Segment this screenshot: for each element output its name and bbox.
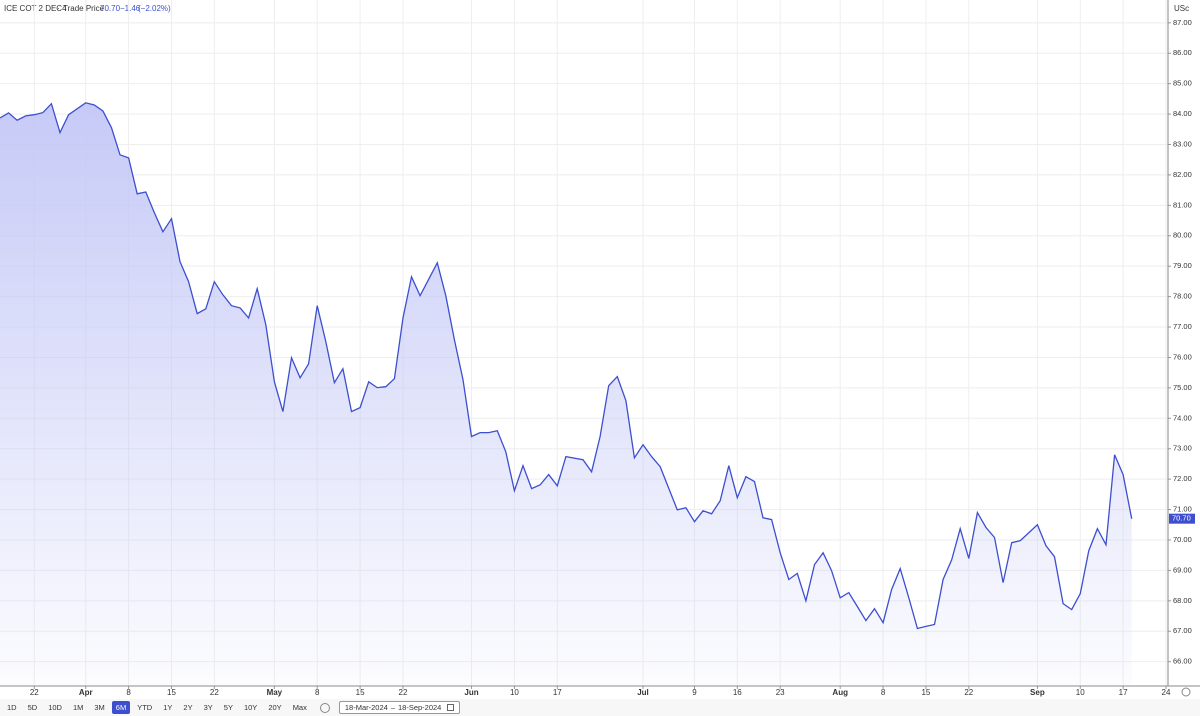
y-tick-label: 70.00: [1173, 535, 1192, 544]
x-tick-label: Aug: [832, 688, 848, 697]
x-tick-label: 22: [30, 688, 39, 697]
change: −1.46: [120, 4, 141, 13]
range-button[interactable]: 1Y: [163, 703, 173, 712]
y-tick-label: 87.00: [1173, 18, 1192, 27]
x-tick-label: 22: [964, 688, 973, 697]
y-tick-label: 74.00: [1173, 413, 1192, 422]
line: [0, 102, 1133, 630]
y-tick-label: 84.00: [1173, 109, 1192, 118]
y-tick-label: 66.00: [1173, 657, 1192, 666]
y-tick-label: 83.00: [1173, 139, 1192, 148]
x-tick-label: 8: [315, 688, 320, 697]
y-tick-label: 67.00: [1173, 626, 1192, 635]
range-button[interactable]: Max: [292, 703, 307, 712]
settings-icon[interactable]: [1181, 687, 1191, 697]
range-button[interactable]: 3Y: [203, 703, 213, 712]
y-tick-label: 80.00: [1173, 231, 1192, 240]
range-button[interactable]: 10D: [48, 703, 62, 712]
x-tick-label: 8: [881, 688, 886, 697]
calendar-icon[interactable]: [447, 704, 455, 711]
field: Trade Price: [63, 4, 105, 13]
x-tick-label: 22: [210, 688, 219, 697]
y-tick-label: 78.00: [1173, 292, 1192, 301]
range-button[interactable]: 5Y: [223, 703, 233, 712]
x-tick-label: 10: [1076, 688, 1085, 697]
x-tick-label: Jun: [464, 688, 478, 697]
y-tick-label: 69.00: [1173, 565, 1192, 574]
x-tick-label: 17: [1119, 688, 1128, 697]
x-tick-label: 15: [921, 688, 930, 697]
x-tick-label: 8: [126, 688, 131, 697]
range-button[interactable]: 1M: [72, 703, 84, 712]
x-tick-label: Apr: [79, 688, 93, 697]
price: 70.70: [100, 4, 121, 13]
x-tick-label: 22: [399, 688, 408, 697]
y-tick-label: 79.00: [1173, 261, 1192, 270]
unit: USc: [1174, 4, 1189, 13]
y-tick-label: 77.00: [1173, 322, 1192, 331]
x-tick-label: Sep: [1030, 688, 1045, 697]
y-tick-label: 75.00: [1173, 383, 1192, 392]
range-button[interactable]: 3M: [94, 703, 105, 712]
x-tick-label: 10: [510, 688, 519, 697]
x-tick-label: 16: [733, 688, 742, 697]
toolbar: 1D 5D 10D 1M 3M 6M YTD 1Y 2Y 3Y 5Y 10Y 20Y Max 18-Mar-…: [0, 699, 1200, 716]
y-tick-label: 71.00: [1173, 505, 1192, 514]
area: [0, 102, 1132, 687]
y-tick-label: 76.00: [1173, 352, 1192, 361]
range-button[interactable]: 20Y: [268, 703, 282, 712]
price-tag: 70.70: [1172, 514, 1191, 523]
x-tick-label: 17: [553, 688, 562, 697]
date-separator: –: [390, 703, 395, 712]
x-tick-label: 23: [776, 688, 785, 697]
x-tick-label: 9: [692, 688, 697, 697]
x-tick-label: 15: [167, 688, 176, 697]
date-to: 18-Sep-2024: [397, 703, 442, 712]
separator: ·: [57, 4, 60, 13]
range-button[interactable]: YTD: [137, 703, 153, 712]
date-from: 18-Mar-2024: [344, 703, 388, 712]
settings-button[interactable]: [319, 702, 330, 713]
range-button[interactable]: 2Y: [183, 703, 193, 712]
y-tick-label: 85.00: [1173, 79, 1192, 88]
range-button[interactable]: 6M: [111, 701, 131, 714]
date-range[interactable]: 18-Mar-2024–18-Sep-2024: [338, 701, 461, 714]
y-tick-label: 82.00: [1173, 170, 1192, 179]
y-tick-label: 72.00: [1173, 474, 1192, 483]
range-button[interactable]: 5D: [27, 703, 38, 712]
y-tick-label: 68.00: [1173, 596, 1192, 605]
chart: ICE COT 2 DEC4 · Trade Price 70.70 −1.46…: [0, 0, 1200, 697]
range-button[interactable]: 10Y: [243, 703, 258, 712]
price-tag-bg: [1169, 513, 1195, 524]
range-button[interactable]: 1D: [7, 703, 17, 712]
x-tick-label: 15: [356, 688, 365, 697]
instrument: ICE COT 2 DEC4: [4, 4, 67, 13]
x-tick-label: 24: [1162, 688, 1171, 697]
y-tick-label: 86.00: [1173, 48, 1192, 57]
y-tick-label: 81.00: [1173, 200, 1192, 209]
x-tick-label: May: [267, 688, 283, 697]
change-pct: (−2.02%): [138, 4, 171, 13]
y-tick-label: 73.00: [1173, 444, 1192, 453]
x-tick-label: Jul: [637, 688, 649, 697]
